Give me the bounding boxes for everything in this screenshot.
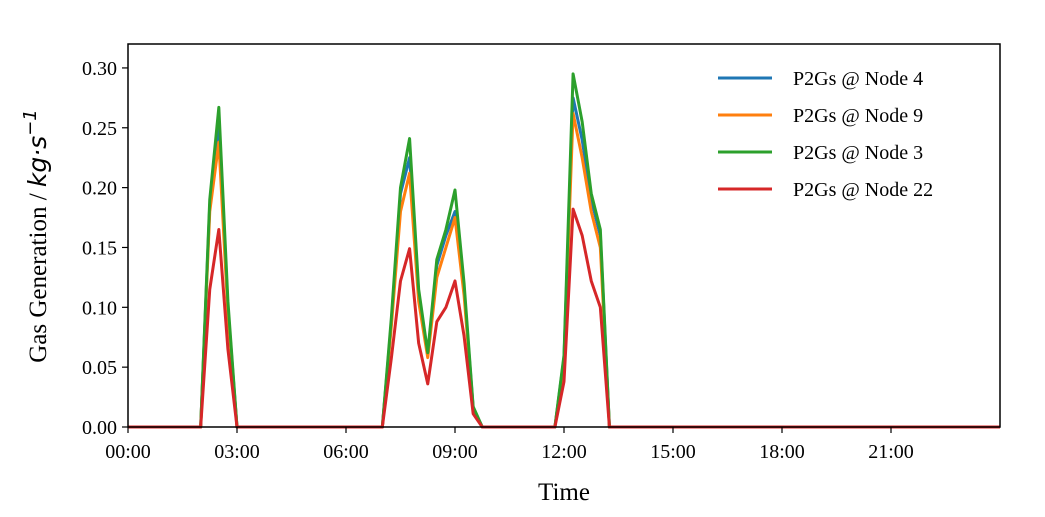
x-axis-ticks: 00:00 03:00 06:00 09:00 12:00 15:00 18:00 21:00 <box>105 427 914 463</box>
y-tick-label: 0.15 <box>82 237 117 259</box>
y-tick-label: 0.25 <box>82 118 117 140</box>
legend-label-3: P2Gs @ Node 3 <box>793 142 923 164</box>
legend: P2Gs @ Node 4 P2Gs @ Node 9 P2Gs @ Node 3 P… <box>718 68 933 201</box>
x-tick-label: 09:00 <box>432 441 478 463</box>
x-tick-label: 06:00 <box>323 441 369 463</box>
y-tick-label: 0.10 <box>82 297 117 319</box>
x-tick-label: 18:00 <box>759 441 805 463</box>
series-layer <box>128 72 1000 429</box>
legend-label-4: P2Gs @ Node 22 <box>793 179 933 201</box>
x-tick-label: 21:00 <box>868 441 914 463</box>
series-line-4 <box>128 207 1000 429</box>
legend-label-2: P2Gs @ Node 9 <box>793 105 923 127</box>
y-axis-label-text: Gas Generation / <box>25 187 52 363</box>
legend-label-1: P2Gs @ Node 4 <box>793 68 923 90</box>
y-tick-label: 0.00 <box>82 417 117 439</box>
x-tick-label: 12:00 <box>541 441 587 463</box>
x-tick-label: 15:00 <box>650 441 696 463</box>
y-axis-ticks: 0.00 0.05 0.10 0.15 0.20 0.25 0.30 <box>82 58 128 439</box>
x-tick-label: 00:00 <box>105 441 151 463</box>
x-tick-label: 03:00 <box>214 441 260 463</box>
y-axis-label: Gas Generation / kg·s−1 <box>20 109 52 363</box>
y-axis-label-unit-exponent: −1 <box>20 109 41 136</box>
y-tick-label: 0.20 <box>82 178 117 200</box>
y-axis-label-unit: kg·s <box>23 136 52 187</box>
x-axis-label: Time <box>538 479 590 506</box>
series-line-3 <box>128 72 1000 429</box>
y-tick-label: 0.30 <box>82 58 117 80</box>
y-tick-label: 0.05 <box>82 357 117 379</box>
